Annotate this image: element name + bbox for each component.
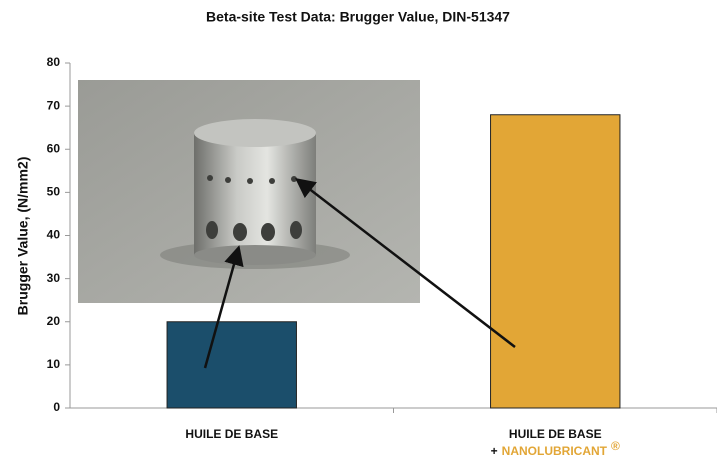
y-tick-label: 50 [47,185,61,199]
chart-title: Beta-site Test Data: Brugger Value, DIN-… [206,9,510,25]
y-tick-label: 10 [47,357,61,371]
category-second-line: + NANOLUBRICANT® [491,439,620,458]
y-tick-label: 30 [47,271,61,285]
y-tick-label: 20 [47,314,61,328]
label-part: + [491,444,498,458]
y-axis-label: Brugger Value, (N/mm2) [15,157,31,316]
label-part: NANOLUBRICANT [502,444,608,458]
y-tick-label: 70 [47,98,61,112]
x-tick-label: HUILE DE BASE [509,427,602,441]
y-tick-label: 0 [53,400,60,414]
y-tick-label: 40 [47,228,61,242]
chart: Beta-site Test Data: Brugger Value, DIN-… [0,0,717,459]
bar [491,115,620,408]
bar [167,322,296,408]
photo-inset [78,80,420,303]
label-part: ® [611,439,620,453]
x-tick-label: HUILE DE BASE [185,427,278,441]
y-tick-label: 60 [47,141,61,155]
y-tick-label: 80 [47,55,61,69]
